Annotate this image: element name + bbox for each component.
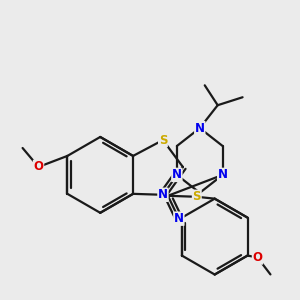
Text: S: S xyxy=(193,190,201,203)
Text: S: S xyxy=(159,134,167,146)
Text: N: N xyxy=(195,122,205,135)
Text: N: N xyxy=(174,212,184,225)
Text: N: N xyxy=(218,168,228,182)
Text: O: O xyxy=(253,251,262,264)
Text: O: O xyxy=(34,160,44,173)
Text: N: N xyxy=(158,188,168,201)
Text: N: N xyxy=(172,168,182,182)
